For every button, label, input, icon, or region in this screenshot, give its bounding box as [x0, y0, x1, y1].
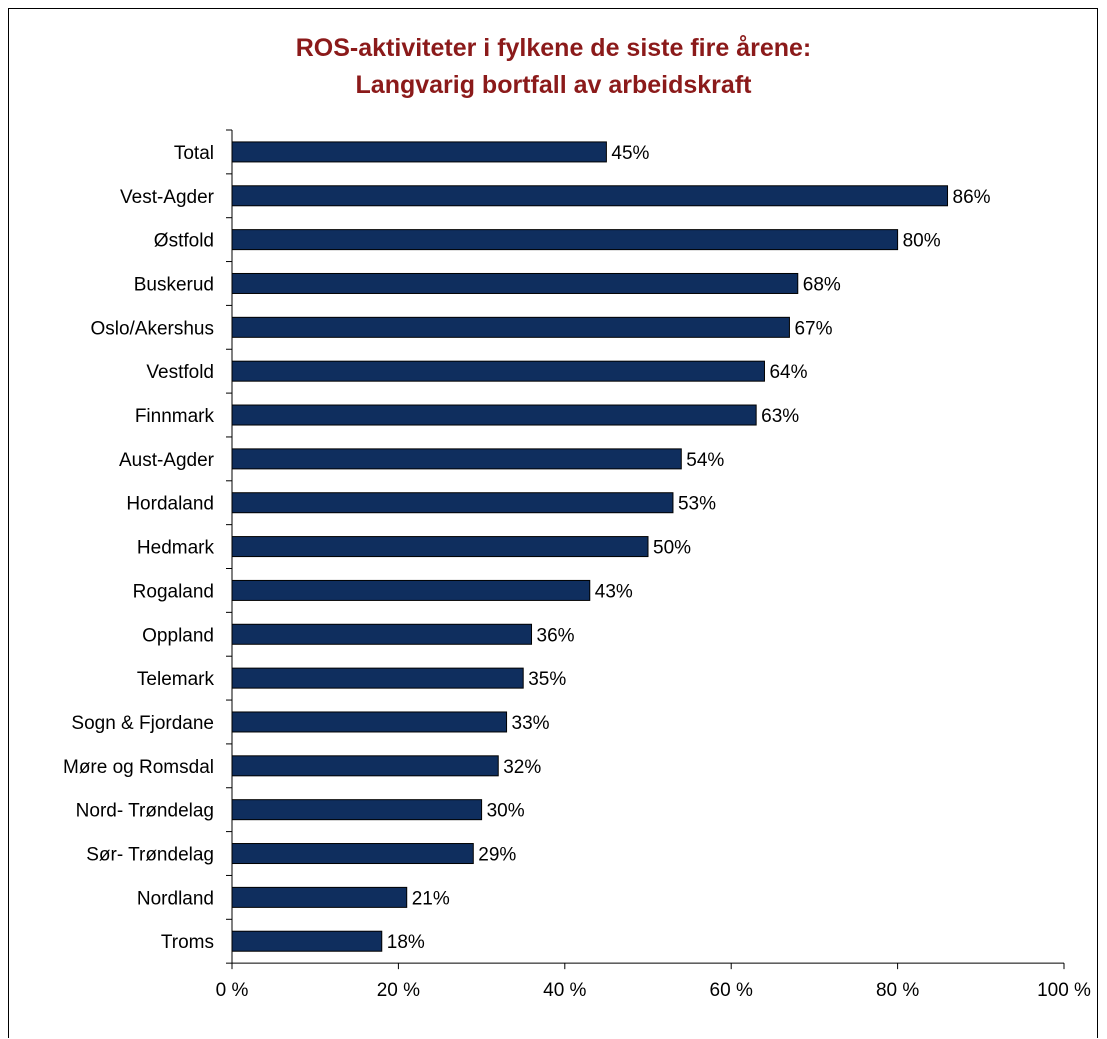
- chart-title: ROS-aktiviteter i fylkene de siste fire …: [295, 34, 812, 62]
- category-label: Finnmark: [135, 406, 215, 427]
- bar: [231, 360, 765, 382]
- category-label: Oslo/Akershus: [90, 318, 214, 339]
- data-label: 54%: [686, 450, 724, 471]
- data-label: 35%: [528, 669, 566, 690]
- data-label: 30%: [487, 801, 525, 822]
- category-label: Rogaland: [133, 581, 214, 602]
- category-label: Buskerud: [134, 274, 214, 295]
- category-label: Sogn & Fjordane: [71, 713, 214, 734]
- chart-frame: [8, 8, 1098, 1038]
- data-label: 68%: [803, 274, 841, 295]
- data-label: 45%: [611, 143, 649, 164]
- data-label: 33%: [512, 713, 550, 734]
- data-label: 36%: [537, 625, 575, 646]
- category-label: Nordland: [137, 888, 214, 909]
- bar: [231, 667, 524, 689]
- data-label: 86%: [953, 187, 991, 208]
- bar: [231, 711, 508, 733]
- bar: [231, 623, 533, 645]
- bar: [231, 886, 408, 908]
- bar: [231, 492, 674, 514]
- chart-title-block: ROS-aktiviteter i fylkene de siste fire …: [0, 30, 1107, 104]
- data-label: 67%: [794, 318, 832, 339]
- x-tick-label: 20 %: [377, 980, 420, 1001]
- bar: [231, 272, 799, 294]
- data-label: 21%: [412, 888, 450, 909]
- data-label: 53%: [678, 494, 716, 515]
- data-label: 63%: [761, 406, 799, 427]
- bar: [231, 843, 474, 865]
- x-tick-label: 60 %: [710, 980, 753, 1001]
- category-label: Troms: [161, 932, 214, 953]
- category-label: Sør- Trøndelag: [86, 845, 214, 866]
- bar: [231, 404, 757, 426]
- category-label: Østfold: [154, 231, 214, 252]
- category-label: Hordaland: [126, 494, 214, 515]
- x-tick-label: 40 %: [543, 980, 586, 1001]
- data-label: 64%: [769, 362, 807, 383]
- chart-subtitle: Langvarig bortfall av arbeidskraft: [355, 71, 752, 99]
- data-label: 32%: [503, 757, 541, 778]
- category-label: Nord- Trøndelag: [76, 801, 214, 822]
- category-label: Vest-Agder: [120, 187, 215, 208]
- bar: [231, 755, 499, 777]
- data-label: 50%: [653, 538, 691, 559]
- bar: [231, 229, 899, 251]
- bar: [231, 185, 949, 207]
- category-label: Total: [174, 143, 214, 164]
- x-tick-label: 80 %: [876, 980, 919, 1001]
- bar: [231, 579, 591, 601]
- category-label: Vestfold: [146, 362, 214, 383]
- data-label: 18%: [387, 932, 425, 953]
- x-tick-label: 0 %: [216, 980, 249, 1001]
- data-label: 80%: [903, 231, 941, 252]
- bar: [231, 448, 682, 470]
- data-label: 43%: [595, 581, 633, 602]
- x-tick-label: 100 %: [1037, 980, 1091, 1001]
- category-label: Møre og Romsdal: [63, 757, 214, 778]
- bar: [231, 316, 790, 338]
- bar: [231, 930, 383, 952]
- bar: [231, 141, 607, 163]
- category-label: Hedmark: [137, 538, 215, 559]
- bar: [231, 536, 649, 558]
- category-label: Oppland: [142, 625, 214, 646]
- category-label: Telemark: [137, 669, 215, 690]
- bar: [231, 799, 483, 821]
- data-label: 29%: [478, 845, 516, 866]
- category-label: Aust-Agder: [119, 450, 215, 471]
